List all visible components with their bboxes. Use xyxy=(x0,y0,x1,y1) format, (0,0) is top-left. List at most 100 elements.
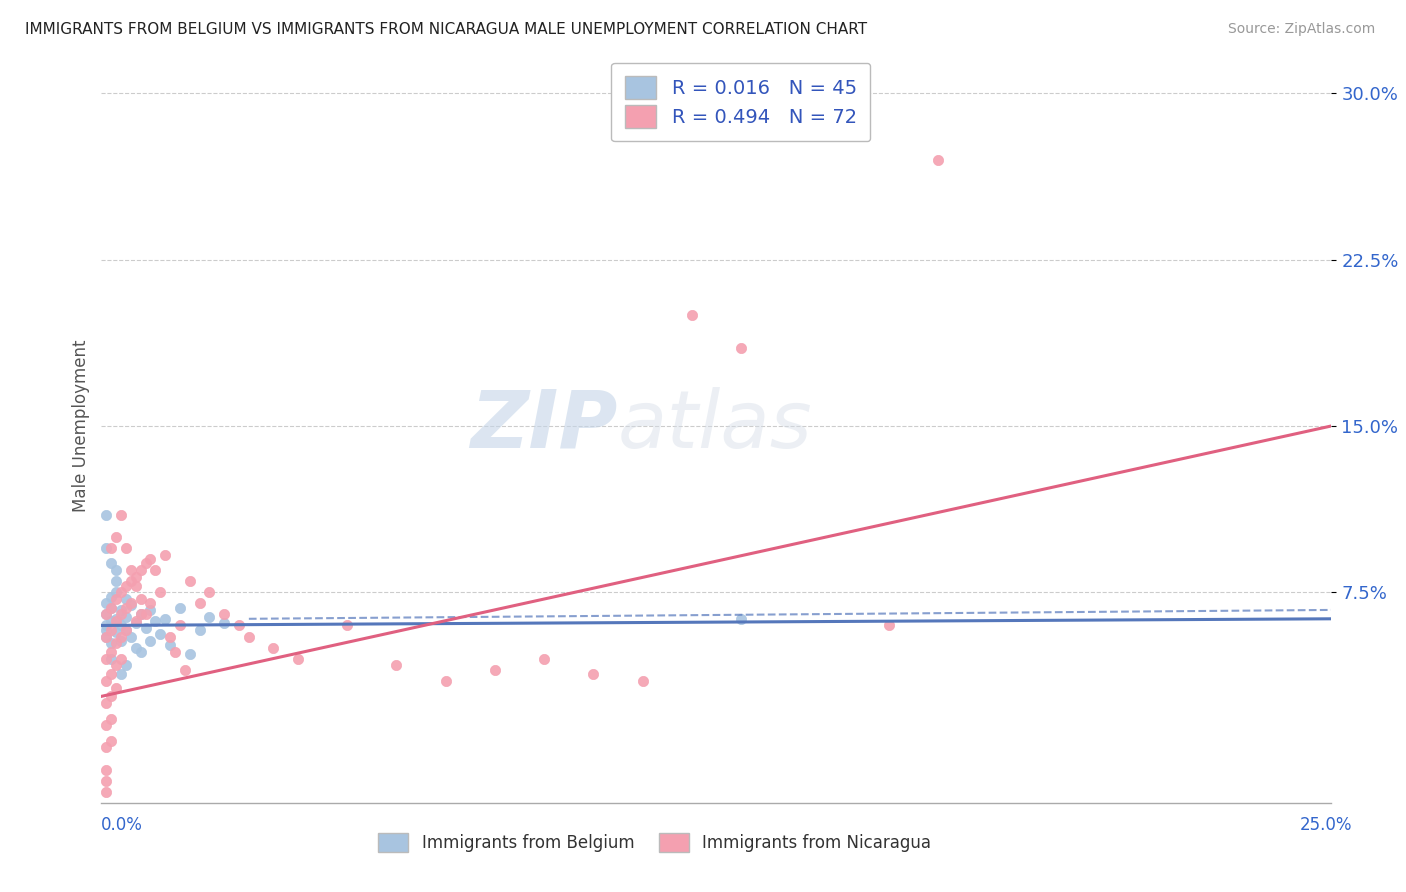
Point xyxy=(124,640,148,655)
Point xyxy=(159,630,181,644)
Point xyxy=(129,563,152,577)
Point xyxy=(115,623,138,637)
Point xyxy=(100,690,122,704)
Point xyxy=(100,541,122,555)
Point xyxy=(110,634,132,648)
Point xyxy=(681,308,703,322)
Point xyxy=(582,667,605,681)
Point xyxy=(336,618,359,632)
Point xyxy=(129,591,152,606)
Text: IMMIGRANTS FROM BELGIUM VS IMMIGRANTS FROM NICARAGUA MALE UNEMPLOYMENT CORRELATI: IMMIGRANTS FROM BELGIUM VS IMMIGRANTS FR… xyxy=(25,22,868,37)
Point xyxy=(129,607,152,622)
Point xyxy=(96,541,118,555)
Point xyxy=(135,607,156,622)
Point xyxy=(214,607,236,622)
Point xyxy=(163,645,186,659)
Point xyxy=(198,609,221,624)
Point xyxy=(105,614,127,628)
Point xyxy=(105,658,127,673)
Point xyxy=(96,618,118,632)
Point xyxy=(115,600,138,615)
Point xyxy=(110,651,132,665)
Legend: Immigrants from Belgium, Immigrants from Nicaragua: Immigrants from Belgium, Immigrants from… xyxy=(371,826,938,858)
Point xyxy=(100,600,122,615)
Point xyxy=(139,634,162,648)
Point xyxy=(96,696,118,710)
Point xyxy=(96,607,118,622)
Point xyxy=(174,663,197,677)
Point xyxy=(533,651,555,665)
Point xyxy=(96,623,118,637)
Point xyxy=(434,673,457,688)
Point xyxy=(139,596,162,610)
Text: ZIP: ZIP xyxy=(471,387,617,465)
Point xyxy=(96,596,118,610)
Point xyxy=(110,585,132,599)
Point xyxy=(120,630,142,644)
Point xyxy=(110,603,132,617)
Point xyxy=(100,636,122,650)
Point xyxy=(96,740,118,755)
Point xyxy=(105,681,127,695)
Point xyxy=(96,508,118,522)
Point xyxy=(135,557,156,571)
Point xyxy=(139,552,162,566)
Point xyxy=(484,663,506,677)
Point xyxy=(124,570,148,584)
Point xyxy=(115,591,138,606)
Point xyxy=(145,614,166,628)
Point xyxy=(96,773,118,788)
Point xyxy=(105,530,127,544)
Point xyxy=(115,623,138,637)
Point xyxy=(96,673,118,688)
Point xyxy=(110,508,132,522)
Point xyxy=(100,614,122,628)
Point xyxy=(105,591,127,606)
Point xyxy=(100,667,122,681)
Point xyxy=(96,763,118,777)
Point xyxy=(100,651,122,665)
Point xyxy=(262,640,284,655)
Point xyxy=(135,621,156,635)
Point xyxy=(153,548,177,562)
Point xyxy=(100,733,122,747)
Point xyxy=(238,630,260,644)
Text: 0.0%: 0.0% xyxy=(101,816,143,834)
Point xyxy=(631,673,654,688)
Point xyxy=(96,718,118,732)
Point xyxy=(105,574,127,588)
Point xyxy=(188,596,211,610)
Point xyxy=(96,651,118,665)
Point xyxy=(110,618,132,632)
Point xyxy=(100,645,122,659)
Text: atlas: atlas xyxy=(617,387,813,465)
Point xyxy=(149,627,172,641)
Point xyxy=(124,616,148,631)
Point xyxy=(198,585,221,599)
Point xyxy=(100,590,122,604)
Point xyxy=(730,612,752,626)
Point xyxy=(110,607,132,622)
Point xyxy=(96,607,118,622)
Point xyxy=(927,153,949,167)
Point xyxy=(110,667,132,681)
Point xyxy=(100,623,122,637)
Point xyxy=(110,630,132,644)
Point xyxy=(129,645,152,659)
Point xyxy=(115,578,138,592)
Point xyxy=(96,785,118,799)
Point xyxy=(100,600,122,615)
Point xyxy=(96,630,118,644)
Point xyxy=(105,585,127,599)
Point xyxy=(169,600,191,615)
Point xyxy=(139,603,162,617)
Text: 25.0%: 25.0% xyxy=(1301,816,1353,834)
Point xyxy=(730,342,752,356)
Point xyxy=(877,618,900,632)
Point xyxy=(169,618,191,632)
Text: Source: ZipAtlas.com: Source: ZipAtlas.com xyxy=(1227,22,1375,37)
Point xyxy=(100,712,122,726)
Point xyxy=(96,630,118,644)
Point xyxy=(105,625,127,640)
Point xyxy=(385,658,408,673)
